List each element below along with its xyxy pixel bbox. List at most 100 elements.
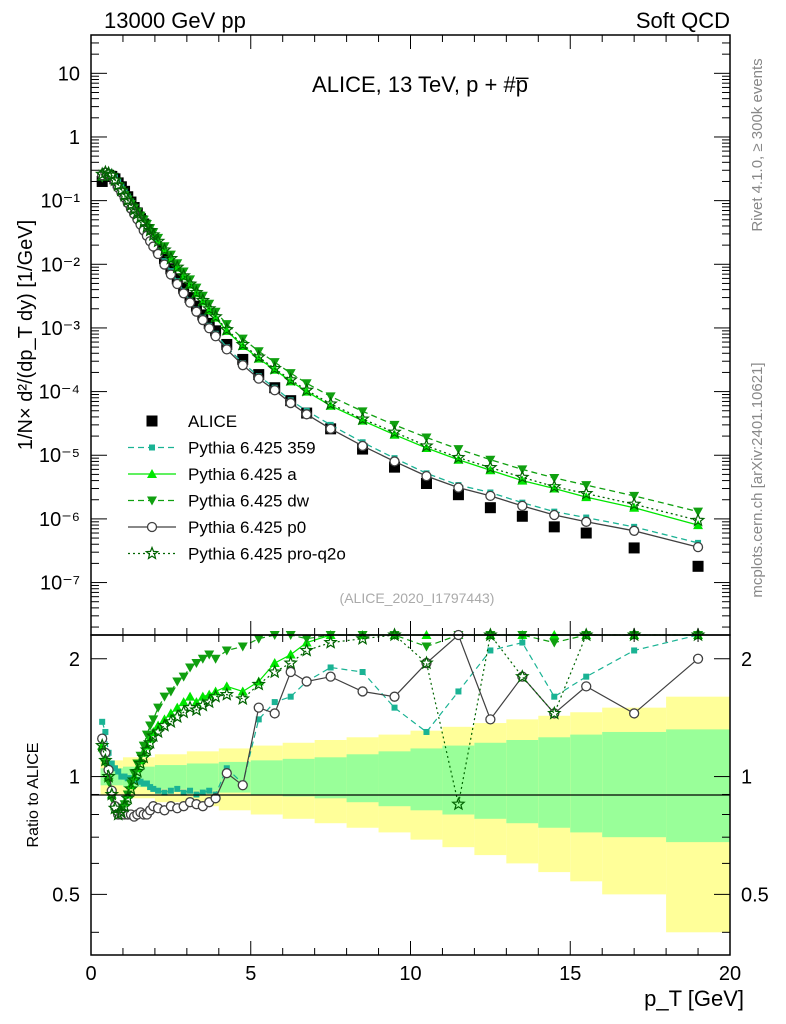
ratio-point bbox=[176, 704, 191, 719]
data-point bbox=[419, 438, 434, 453]
data-point bbox=[195, 292, 211, 307]
y-tick-label: 10⁻⁷ bbox=[40, 573, 80, 595]
ratio-point bbox=[355, 631, 370, 645]
ratio-point bbox=[148, 715, 159, 725]
data-point bbox=[549, 473, 560, 483]
ratio-band-stat bbox=[250, 760, 283, 795]
ratio-point bbox=[136, 749, 151, 764]
data-point bbox=[285, 397, 296, 409]
ratio-point bbox=[631, 647, 638, 654]
ratio-point bbox=[102, 728, 109, 735]
ratio-point bbox=[172, 702, 183, 712]
data-point bbox=[146, 227, 161, 242]
legend-marker bbox=[147, 496, 157, 506]
ratio-point bbox=[237, 780, 248, 791]
data-point bbox=[283, 372, 298, 387]
ratio-tick-label-right: 2 bbox=[741, 649, 752, 671]
data-point bbox=[629, 525, 640, 536]
ratio-tick-label-right: 0.5 bbox=[741, 884, 769, 906]
ratio-point bbox=[483, 627, 498, 642]
data-point bbox=[626, 496, 642, 511]
data-point bbox=[201, 301, 217, 315]
ratio-point bbox=[139, 742, 155, 757]
ratio-point bbox=[180, 789, 187, 796]
header-right: Soft QCD bbox=[636, 8, 730, 33]
data-point bbox=[452, 489, 464, 501]
ratio-point bbox=[629, 708, 640, 719]
data-point bbox=[197, 291, 208, 301]
ratio-tick-label-left: 0.5 bbox=[52, 884, 80, 906]
data-point bbox=[253, 373, 264, 384]
ratio-point bbox=[551, 693, 558, 700]
data-point bbox=[516, 510, 528, 522]
legend-label: Pythia 6.425 359 bbox=[188, 439, 316, 458]
legend-entry: Pythia 6.425 a bbox=[128, 465, 297, 484]
ratio-point bbox=[172, 677, 183, 687]
ratio-point bbox=[150, 785, 157, 792]
ratio-point bbox=[221, 681, 232, 691]
plot-title: ALICE, 13 TeV, p + #p̅ bbox=[312, 72, 529, 97]
ratio-point bbox=[138, 741, 149, 751]
data-point bbox=[301, 409, 312, 420]
x-tick-label: 0 bbox=[85, 963, 96, 985]
ratio-point bbox=[301, 676, 312, 687]
ratio-point bbox=[237, 642, 248, 652]
ratio-point bbox=[287, 693, 294, 700]
ratio-point bbox=[221, 646, 232, 656]
data-point bbox=[139, 219, 155, 233]
ratio-point bbox=[206, 787, 213, 794]
data-point bbox=[453, 482, 464, 493]
data-point bbox=[178, 267, 189, 277]
data-point bbox=[163, 250, 179, 265]
data-point bbox=[387, 424, 402, 439]
y-tick-label: 10⁻⁴ bbox=[39, 382, 80, 404]
ratio-band-stat bbox=[410, 748, 443, 811]
ratio-band-stat bbox=[282, 758, 315, 797]
ratio-point bbox=[219, 686, 235, 701]
ratio-point bbox=[189, 702, 204, 717]
data-point bbox=[325, 423, 336, 434]
ratio-point bbox=[581, 681, 592, 692]
series-line-pythia-6-425-dw bbox=[101, 173, 699, 513]
legend-entry: Pythia 6.425 pro-q2o bbox=[128, 545, 346, 564]
ratio-point bbox=[323, 634, 338, 649]
data-point bbox=[172, 278, 183, 290]
ratio-point bbox=[137, 778, 144, 785]
data-point bbox=[389, 461, 401, 473]
data-point bbox=[355, 411, 370, 426]
main-plot-data bbox=[94, 164, 706, 572]
data-point bbox=[251, 349, 266, 364]
ratio-point bbox=[583, 673, 590, 680]
ratio-point bbox=[118, 773, 125, 780]
ratio-point bbox=[153, 703, 164, 713]
data-point bbox=[692, 560, 704, 572]
data-point bbox=[208, 309, 223, 323]
data-point bbox=[357, 440, 368, 452]
y-tick-label: 10⁻⁵ bbox=[39, 445, 80, 467]
data-point bbox=[197, 314, 208, 326]
data-point bbox=[221, 344, 232, 355]
ratio-point bbox=[123, 781, 139, 796]
ratio-tick-label-right: 1 bbox=[741, 767, 752, 789]
ratio-point bbox=[285, 666, 296, 678]
data-point bbox=[237, 360, 248, 371]
data-point bbox=[172, 259, 183, 269]
legend-label: Pythia 6.425 a bbox=[188, 465, 297, 484]
data-point bbox=[515, 469, 530, 484]
ratio-point bbox=[519, 639, 526, 646]
series-line-pythia-6-425-359 bbox=[101, 170, 699, 544]
x-tick-label: 10 bbox=[399, 963, 421, 985]
ratio-band-stat bbox=[570, 734, 603, 833]
ratio-point bbox=[141, 730, 152, 740]
ratio-point bbox=[163, 714, 179, 729]
series-alice bbox=[96, 169, 704, 572]
data-point bbox=[628, 542, 640, 554]
ratio-y-axis-label: Ratio to ALICE bbox=[25, 743, 42, 848]
data-point bbox=[165, 250, 176, 260]
ratio-point bbox=[121, 773, 128, 780]
data-point bbox=[189, 284, 204, 299]
ratio-point bbox=[253, 702, 264, 713]
ratio-point bbox=[485, 714, 496, 725]
data-point bbox=[210, 331, 221, 342]
data-point bbox=[159, 242, 170, 252]
